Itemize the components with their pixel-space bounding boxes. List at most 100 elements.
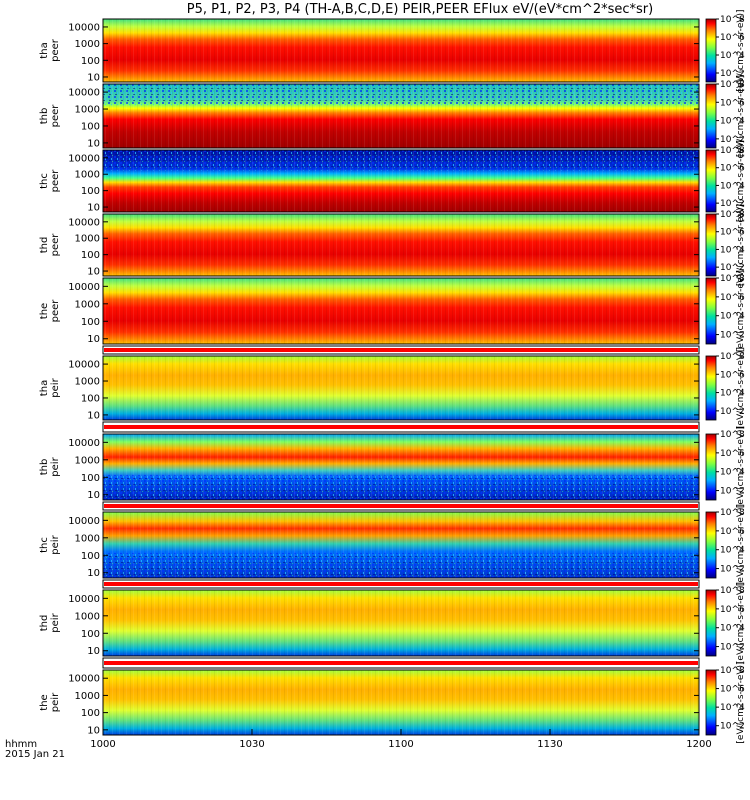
panel-probe-label: the <box>39 694 50 710</box>
y-tick-label: 10 <box>87 646 100 657</box>
separator-red-line <box>104 504 698 508</box>
colorbar-tick-label: 10^8 <box>720 146 745 156</box>
separator-red-line <box>104 582 698 586</box>
panel-thc-peir: 10 100 1000 10000 thc peir 10^2 10^4 10^6 10^8[eV… <box>39 504 746 586</box>
colorbar-tick-label: 10^6 <box>720 527 745 537</box>
x-tick-label: 1130 <box>537 739 562 750</box>
y-tick-label: 100 <box>81 56 100 67</box>
y-tick-label: 1000 <box>75 170 100 181</box>
colorbar-tick-label: 10^2 <box>720 199 745 209</box>
colorbar-unit-label: [eV/(cm2-s-sr-eV)] <box>736 504 746 586</box>
x-tick-label: 1200 <box>686 739 711 750</box>
colorbar-tick-label: 10^2 <box>720 407 745 417</box>
colorbar-tick-label: 10^4 <box>720 468 745 478</box>
colorbar <box>705 355 717 421</box>
y-tick-label: 10000 <box>68 22 100 33</box>
panel-species-label: peir <box>50 377 61 397</box>
panel-probe-label: thc <box>39 173 50 189</box>
panel-frame <box>102 83 700 149</box>
y-tick-label: 10000 <box>68 282 100 293</box>
panel-probe-label: thc <box>39 537 50 553</box>
time-streaks <box>103 214 699 276</box>
colorbar <box>705 277 717 345</box>
separator-red-line <box>104 661 698 665</box>
colorbar <box>705 18 717 83</box>
panel-probe-label: thd <box>39 615 50 632</box>
panel-thb-peer: 10 100 1000 10000 thb peer 10^2 10^4 10^6 10^8[eV… <box>39 75 746 157</box>
panel-tha-peer: 10 100 1000 10000 tha peer 10^2 10^4 10^6 10^8[eV… <box>39 9 746 91</box>
colorbar-tick-label: 10^8 <box>720 15 745 25</box>
y-tick-label: 1000 <box>75 105 100 116</box>
colorbar-unit-label: [eV/(cm2-s-sr-eV)] <box>736 582 746 664</box>
y-tick-label: 100 <box>81 708 100 719</box>
colorbar-tick-label: 10^2 <box>720 263 745 273</box>
colorbar <box>705 213 717 277</box>
separator-red-line <box>104 348 698 352</box>
time-streaks <box>103 590 699 656</box>
colorbar-unit-label: [eV/(cm2-s-sr-eV)] <box>736 270 746 352</box>
colorbar-tick-label: 10^2 <box>720 722 745 732</box>
panel-frame <box>102 149 700 213</box>
colorbar-tick-label: 10^2 <box>720 69 745 79</box>
time-streaks <box>103 84 699 148</box>
colorbar-tick-label: 10^2 <box>720 643 745 653</box>
y-tick-label: 1000 <box>75 377 100 388</box>
colorbar <box>705 589 717 657</box>
y-tick-label: 100 <box>81 250 100 261</box>
time-streaks <box>103 670 699 735</box>
panel-thc-peer: 10 100 1000 10000 thc peer 10^2 10^4 10^6 10^8[eV… <box>39 140 746 222</box>
panel-species-label: peer <box>50 104 61 128</box>
panel-frame <box>102 589 700 657</box>
colorbar-unit-label: [eV/(cm2-s-sr-eV)] <box>736 140 746 222</box>
y-tick-label: 100 <box>81 121 100 132</box>
colorbar-tick-label: 10^6 <box>720 164 745 174</box>
colorbar-tick-label: 10^6 <box>720 685 745 695</box>
colorbar-tick-label: 10^6 <box>720 370 745 380</box>
colorbar-unit-label: [eV/(cm2-s-sr-eV)] <box>736 661 746 743</box>
panel-species-label: peer <box>50 299 61 323</box>
panel-probe-label: thd <box>39 237 50 254</box>
y-tick-label: 100 <box>81 551 100 562</box>
y-tick-label: 100 <box>81 317 100 328</box>
x-tick-label: 1100 <box>388 739 413 750</box>
colorbar-tick-label: 10^8 <box>720 210 745 220</box>
date-label: 2015 Jan 21 <box>5 749 65 760</box>
colorbar-tick-label: 10^2 <box>720 487 745 497</box>
colorbar-tick-label: 10^6 <box>720 228 745 238</box>
colorbar-tick-label: 10^6 <box>720 605 745 615</box>
y-tick-label: 10 <box>87 410 100 421</box>
colorbar-tick-label: 10^8 <box>720 666 745 676</box>
colorbar-tick-label: 10^4 <box>720 245 745 255</box>
y-tick-label: 10 <box>87 72 100 83</box>
separator-red-line <box>104 425 698 429</box>
colorbar-tick-label: 10^8 <box>720 508 745 518</box>
time-axis-label: hhmm <box>5 739 37 750</box>
panel-frame <box>102 213 700 277</box>
colorbar <box>705 149 717 213</box>
colorbar-tick-label: 10^2 <box>720 565 745 575</box>
panel-probe-label: tha <box>39 42 50 58</box>
colorbar-tick-label: 10^4 <box>720 117 745 127</box>
panel-species-label: peer <box>50 38 61 62</box>
y-tick-label: 10000 <box>68 594 100 605</box>
colorbar-tick-label: 10^6 <box>720 449 745 459</box>
colorbar <box>705 511 717 579</box>
panel-species-label: peer <box>50 169 61 193</box>
y-tick-label: 1000 <box>75 234 100 245</box>
panel-the-peir: 10 100 1000 10000 the peir 10^2 10^4 10^6 10^8[eV… <box>39 661 746 743</box>
colorbar-tick-label: 10^4 <box>720 624 745 634</box>
y-tick-label: 1000 <box>75 39 100 50</box>
panel-frame <box>102 433 700 501</box>
panel-frame <box>102 355 700 421</box>
y-tick-label: 1000 <box>75 691 100 702</box>
panel-species-label: peir <box>50 456 61 476</box>
colorbar-tick-label: 10^4 <box>720 546 745 556</box>
colorbar <box>705 669 717 736</box>
y-tick-label: 10000 <box>68 438 100 449</box>
panel-tha-peir: 10 100 1000 10000 tha peir 10^2 10^4 10^6 10^8[eV… <box>39 347 746 429</box>
panel-probe-label: tha <box>39 380 50 396</box>
y-tick-label: 10 <box>87 725 100 736</box>
time-streaks <box>103 434 699 500</box>
colorbar-tick-label: 10^6 <box>720 33 745 43</box>
